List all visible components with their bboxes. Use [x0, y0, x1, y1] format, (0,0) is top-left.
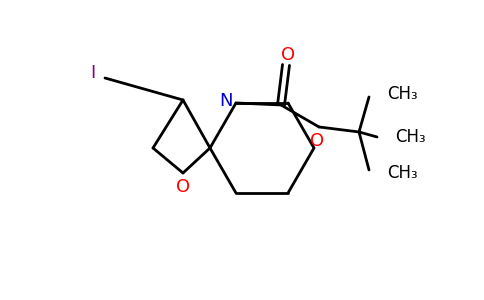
Text: CH₃: CH₃ — [387, 164, 418, 182]
Text: CH₃: CH₃ — [387, 85, 418, 103]
Text: O: O — [281, 46, 295, 64]
Text: I: I — [91, 64, 96, 82]
Text: O: O — [176, 178, 190, 196]
Text: CH₃: CH₃ — [395, 128, 425, 146]
Text: N: N — [219, 92, 233, 110]
Text: O: O — [310, 132, 324, 150]
